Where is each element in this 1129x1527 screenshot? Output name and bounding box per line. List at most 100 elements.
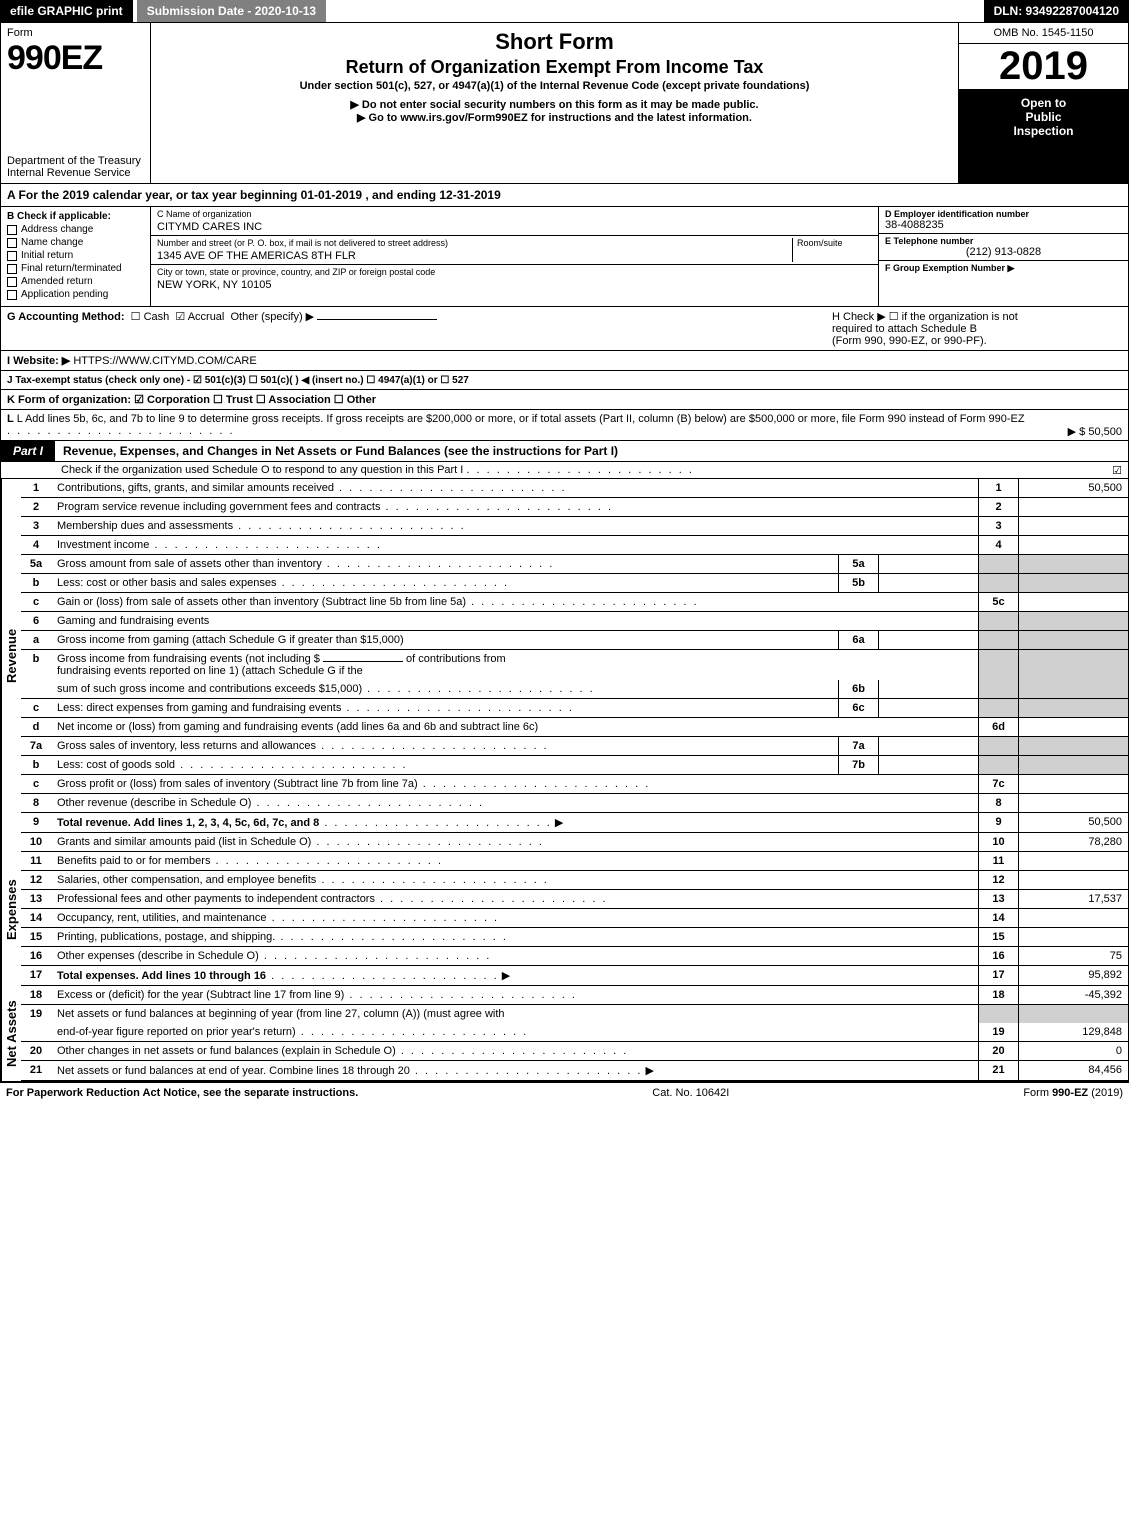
ln-desc: Net income or (loss) from gaming and fun… (57, 721, 538, 733)
ein-label: D Employer identification number (885, 209, 1122, 219)
chk-label: Application pending (21, 289, 108, 300)
org-name-row: C Name of organization CITYMD CARES INC (151, 207, 878, 236)
ln-boxnum: 11 (979, 852, 1019, 871)
ln-boxnum: 20 (979, 1042, 1019, 1061)
ln-desc: Net assets or fund balances at beginning… (57, 1008, 505, 1020)
ln-value: 78,280 (1019, 833, 1129, 852)
chk-name-change[interactable]: Name change (7, 237, 144, 248)
chk-label: Initial return (21, 250, 73, 261)
ln-value (1019, 871, 1129, 890)
inner-val (879, 631, 979, 650)
netassets-section: Net Assets 18 Excess or (deficit) for th… (0, 986, 1129, 1081)
header-center: Short Form Return of Organization Exempt… (151, 23, 958, 183)
ln-num: 11 (21, 852, 51, 871)
chk-application-pending[interactable]: Application pending (7, 289, 144, 300)
box-c: C Name of organization CITYMD CARES INC … (151, 207, 878, 306)
ln-num: 10 (21, 833, 51, 852)
ln-boxnum: 19 (979, 1023, 1019, 1042)
chk-amended-return[interactable]: Amended return (7, 276, 144, 287)
ln-shade (979, 737, 1019, 756)
ln-shade (1019, 574, 1129, 593)
ln-value: 95,892 (1019, 966, 1129, 986)
chk-final-return[interactable]: Final return/terminated (7, 263, 144, 274)
ln-boxnum: 12 (979, 871, 1019, 890)
row-l: L L Add lines 5b, 6c, and 7b to line 9 t… (0, 410, 1129, 441)
header-right: OMB No. 1545-1150 2019 Open to Public In… (958, 23, 1128, 183)
ln-desc: Gross amount from sale of assets other t… (57, 558, 322, 570)
ln-desc: sum of such gross income and contributio… (57, 683, 362, 695)
row-k: K Form of organization: ☑ Corporation ☐ … (0, 390, 1129, 410)
ln-boxnum: 9 (979, 813, 1019, 833)
short-form-title: Short Form (161, 29, 948, 55)
inner-num: 7a (839, 737, 879, 756)
ln-value: -45,392 (1019, 986, 1129, 1005)
ln-desc: Less: direct expenses from gaming and fu… (57, 702, 341, 714)
ln-shade (1019, 1005, 1129, 1024)
inner-num: 7b (839, 756, 879, 775)
part-1-tag: Part I (1, 441, 55, 461)
inner-val (879, 756, 979, 775)
line-4: 4 Investment income 4 (21, 536, 1129, 555)
chk-label: Name change (21, 237, 83, 248)
ln-value (1019, 852, 1129, 871)
ln-desc: Occupancy, rent, utilities, and maintena… (57, 912, 267, 924)
ln-desc: Benefits paid to or for members (57, 855, 210, 867)
line-6c: c Less: direct expenses from gaming and … (21, 699, 1129, 718)
chk-initial-return[interactable]: Initial return (7, 250, 144, 261)
line-6b-1: b Gross income from fundraising events (… (21, 650, 1129, 681)
ln-shade (979, 631, 1019, 650)
g-other: Other (specify) ▶ (231, 311, 315, 323)
row-bcd: B Check if applicable: Address change Na… (0, 207, 1129, 307)
header-left: Form 990EZ Department of the Treasury In… (1, 23, 151, 183)
inner-num: 5b (839, 574, 879, 593)
ln-boxnum: 10 (979, 833, 1019, 852)
line-7b: b Less: cost of goods sold 7b (21, 756, 1129, 775)
top-bar: efile GRAPHIC print Submission Date - 20… (0, 0, 1129, 23)
expenses-section: Expenses 10 Grants and similar amounts p… (0, 833, 1129, 986)
ln-shade (979, 612, 1019, 631)
ln-boxnum: 18 (979, 986, 1019, 1005)
line-6d: d Net income or (loss) from gaming and f… (21, 718, 1129, 737)
part-1-checkbox[interactable]: ☑ (1112, 464, 1122, 477)
ln-num: 19 (21, 1005, 51, 1024)
chk-address-change[interactable]: Address change (7, 224, 144, 235)
ln-desc: Salaries, other compensation, and employ… (57, 874, 316, 886)
line-12: 12 Salaries, other compensation, and emp… (21, 871, 1129, 890)
ln-desc: Total revenue. Add lines 1, 2, 3, 4, 5c,… (57, 817, 319, 829)
return-title: Return of Organization Exempt From Incom… (161, 57, 948, 78)
dept-text: Department of the Treasury Internal Reve… (7, 155, 144, 179)
ln-desc: Gross income from gaming (attach Schedul… (57, 634, 404, 646)
line-6: 6 Gaming and fundraising events (21, 612, 1129, 631)
row-h: H Check ▶ ☐ if the organization is not r… (832, 310, 1122, 347)
i-website-value[interactable]: HTTPS://WWW.CITYMD.COM/CARE (73, 355, 256, 367)
dln-chip: DLN: 93492287004120 (984, 0, 1129, 22)
tax-period-text: A For the 2019 calendar year, or tax yea… (1, 184, 507, 206)
row-j: J Tax-exempt status (check only one) - ☑… (0, 371, 1129, 390)
line-3: 3 Membership dues and assessments 3 (21, 517, 1129, 536)
ln-desc: Printing, publications, postage, and shi… (57, 931, 275, 943)
ln-desc: Contributions, gifts, grants, and simila… (57, 482, 334, 494)
ln-boxnum: 16 (979, 947, 1019, 966)
ln-desc: Gross profit or (loss) from sales of inv… (57, 778, 418, 790)
ln-num: 18 (21, 986, 51, 1005)
ln-shade (979, 1005, 1019, 1024)
ln-desc: Gaming and fundraising events (51, 612, 979, 631)
box-d: D Employer identification number 38-4088… (878, 207, 1128, 306)
ln-boxnum: 3 (979, 517, 1019, 536)
line-5a: 5a Gross amount from sale of assets othe… (21, 555, 1129, 574)
revenue-section: Revenue 1 Contributions, gifts, grants, … (0, 479, 1129, 833)
ln-value: 129,848 (1019, 1023, 1129, 1042)
line-9: 9 Total revenue. Add lines 1, 2, 3, 4, 5… (21, 813, 1129, 833)
ln-num: 12 (21, 871, 51, 890)
open-to-public: Open to Public Inspection (959, 90, 1128, 183)
ln-desc: Excess or (deficit) for the year (Subtra… (57, 989, 344, 1001)
ln-value: 50,500 (1019, 813, 1129, 833)
box-b-title: B Check if applicable: (7, 211, 144, 222)
ln-value (1019, 718, 1129, 737)
line-16: 16 Other expenses (describe in Schedule … (21, 947, 1129, 966)
g-cash: Cash (144, 311, 170, 323)
ln-boxnum: 6d (979, 718, 1019, 737)
g-accrual: Accrual (188, 311, 225, 323)
i-label: I Website: ▶ (7, 355, 70, 367)
ln-num: 17 (21, 966, 51, 986)
